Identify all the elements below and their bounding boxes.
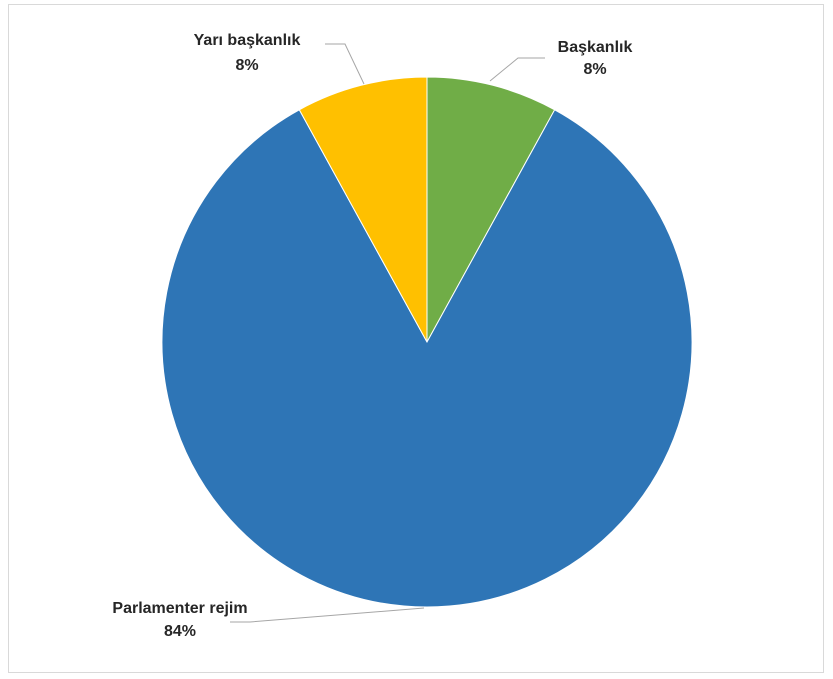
pie-slices [161, 76, 693, 608]
leader-line-yari-baskanlik [325, 43, 365, 85]
slice-label-parlamenter-percent: 84% [164, 623, 196, 640]
leader-lines [230, 43, 545, 623]
slice-label-baskanlik-name: Başkanlık [558, 39, 633, 56]
slice-label-baskanlik-percent: 8% [583, 61, 606, 78]
slice-label-yari-baskanlik-name: Yarı başkanlık [194, 32, 301, 49]
leader-line-baskanlik [489, 57, 545, 82]
leader-line-parlamenter-rejim [230, 607, 425, 623]
slice-label-yari-baskanlik-percent: 8% [235, 57, 258, 74]
slice-label-parlamenter-name: Parlamenter rejim [112, 600, 247, 617]
pie-slice-yari-baskanlik [298, 76, 428, 343]
pie-slice-parlamenter-rejim [161, 109, 693, 608]
pie-slice-baskanlik [426, 76, 556, 343]
